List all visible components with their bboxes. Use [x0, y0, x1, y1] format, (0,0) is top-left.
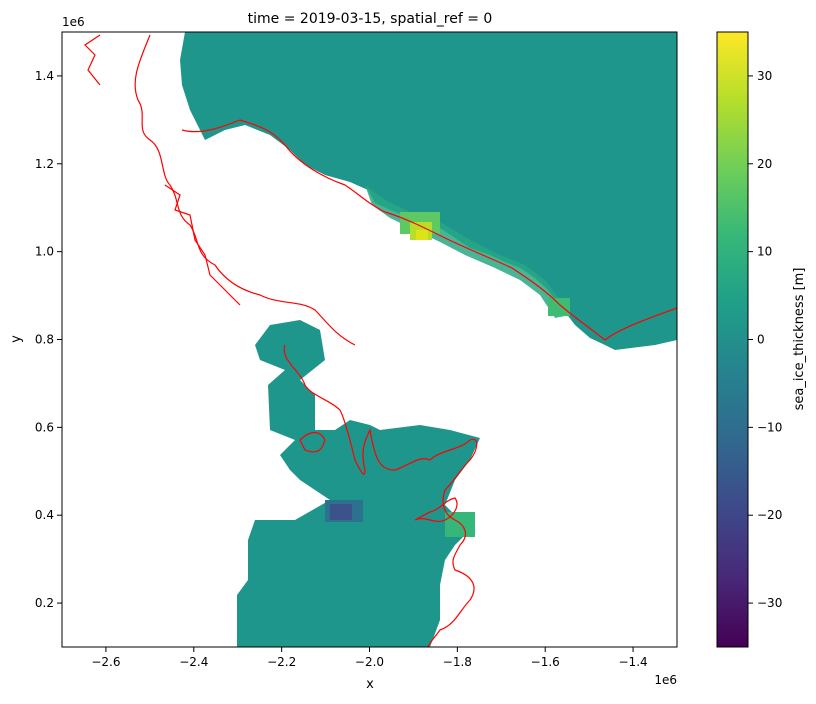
x-tick-label: −2.0 — [355, 655, 384, 669]
x-offset-label: 1e6 — [654, 673, 677, 687]
colorbar-tick-label: 10 — [757, 245, 772, 259]
y-axis: 0.2 0.4 0.6 0.8 1.0 1.2 1.4 — [35, 69, 62, 610]
colorbar-tick-label: 30 — [757, 69, 772, 83]
colorbar-label: sea_ice_thickness [m] — [792, 268, 807, 411]
colorbar-ticks: −30 −20 −10 0 10 20 30 — [748, 69, 782, 610]
colorbar — [716, 31, 749, 648]
x-tick-label: −1.4 — [619, 655, 648, 669]
y-tick-label: 0.2 — [35, 596, 54, 610]
x-tick-label: −2.2 — [267, 655, 296, 669]
y-tick-label: 1.4 — [35, 69, 54, 83]
colorbar-tick-label: −30 — [757, 596, 782, 610]
colorbar-tick-label: 0 — [757, 333, 765, 347]
x-tick-label: −1.6 — [531, 655, 560, 669]
ice-region-east-patch — [548, 298, 570, 316]
x-tick-label: −1.8 — [443, 655, 472, 669]
chart-title: time = 2019-03-15, spatial_ref = 0 — [248, 11, 493, 27]
y-tick-label: 0.4 — [35, 508, 54, 522]
coastline — [84, 34, 677, 647]
ice-region-negative-inner — [330, 504, 352, 520]
x-tick-label: −2.6 — [91, 655, 120, 669]
y-tick-label: 0.6 — [35, 420, 54, 434]
y-tick-label: 1.2 — [35, 157, 54, 171]
y-offset-label: 1e6 — [62, 15, 85, 29]
x-axis: −2.6 −2.4 −2.2 −2.0 −1.8 −1.6 −1.4 — [91, 647, 648, 669]
ice-region-hotspot-core — [416, 230, 428, 240]
ice-region-north — [180, 32, 677, 350]
ice-region-south — [237, 320, 480, 647]
y-tick-label: 0.8 — [35, 333, 54, 347]
y-axis-label: y — [9, 335, 24, 343]
x-tick-label: −2.4 — [179, 655, 208, 669]
colorbar-tick-label: 20 — [757, 157, 772, 171]
x-axis-label: x — [366, 677, 374, 692]
y-tick-label: 1.0 — [35, 245, 54, 259]
colorbar-tick-label: −20 — [757, 508, 782, 522]
colorbar-tick-label: −10 — [757, 420, 782, 434]
